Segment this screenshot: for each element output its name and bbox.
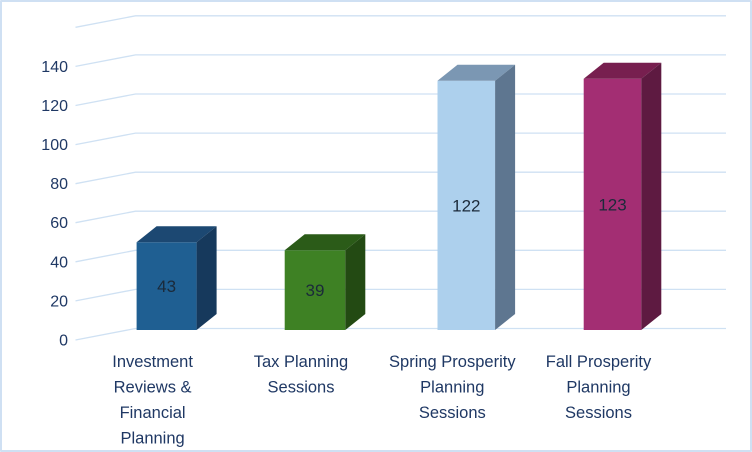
svg-text:140: 140	[41, 59, 68, 76]
svg-text:Spring Prosperity: Spring Prosperity	[389, 353, 516, 371]
svg-text:20: 20	[50, 293, 68, 310]
svg-text:Fall Prosperity: Fall Prosperity	[546, 353, 652, 371]
svg-text:60: 60	[50, 215, 68, 232]
svg-text:122: 122	[452, 196, 480, 215]
svg-text:Planning: Planning	[566, 379, 630, 397]
svg-text:80: 80	[50, 176, 68, 193]
svg-text:Financial: Financial	[120, 404, 186, 422]
svg-text:123: 123	[598, 195, 626, 214]
svg-text:40: 40	[50, 254, 68, 271]
svg-text:100: 100	[41, 137, 68, 154]
svg-text:Planning: Planning	[120, 430, 184, 448]
svg-text:39: 39	[306, 281, 325, 300]
svg-text:0: 0	[59, 333, 68, 350]
svg-text:Sessions: Sessions	[268, 379, 335, 397]
svg-text:Tax Planning: Tax Planning	[254, 353, 348, 371]
svg-text:43: 43	[157, 277, 176, 296]
svg-text:Planning: Planning	[420, 379, 484, 397]
svg-text:Sessions: Sessions	[565, 404, 632, 422]
svg-text:Reviews &: Reviews &	[114, 379, 192, 397]
svg-text:Investment: Investment	[112, 353, 193, 371]
svg-text:120: 120	[41, 98, 68, 115]
svg-text:Sessions: Sessions	[419, 404, 486, 422]
